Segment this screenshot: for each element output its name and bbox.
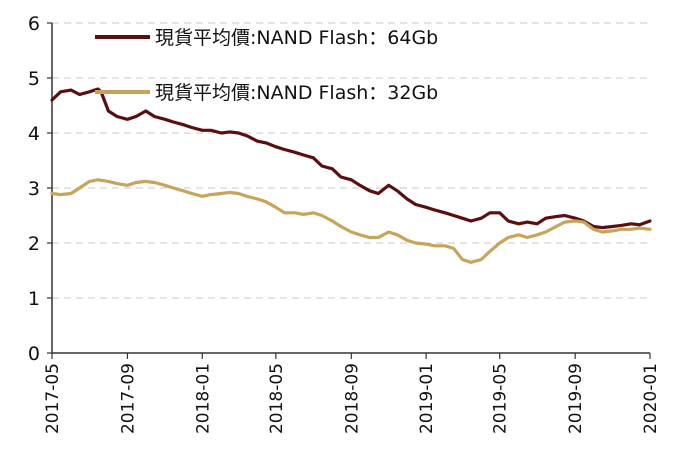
- x-tick-label-2019-01: 2019-01: [417, 363, 437, 434]
- x-tick-label-2019-09: 2019-09: [566, 363, 586, 434]
- x-tick-label-2018-09: 2018-09: [342, 363, 362, 434]
- legend: 現貨平均價:NAND Flash：64Gb 現貨平均價:NAND Flash：3…: [95, 27, 438, 104]
- y-tick-label-0: 0: [28, 343, 40, 365]
- x-tick-labels: 2017-05 2017-09 2018-01 2018-05 2018-09 2019-…: [43, 363, 661, 434]
- y-tick-label-3: 3: [28, 178, 40, 200]
- legend-label-32gb: 現貨平均價:NAND Flash：32Gb: [155, 82, 438, 104]
- gridlines: [52, 22, 650, 299]
- series-line-32gb: [50, 178, 652, 264]
- y-tick-label-4: 4: [28, 123, 40, 145]
- y-tick-label-6: 6: [28, 13, 40, 35]
- legend-label-64gb: 現貨平均價:NAND Flash：64Gb: [155, 27, 438, 49]
- series-line-64gb: [50, 87, 652, 230]
- axes: [47, 22, 651, 359]
- y-tick-label-2: 2: [28, 233, 40, 255]
- x-tick-label-2017-05: 2017-05: [43, 363, 63, 434]
- y-tick-labels: 0 1 2 3 4 5 6: [28, 13, 40, 365]
- x-tick-label-2018-05: 2018-05: [267, 363, 287, 434]
- x-tick-label-2017-09: 2017-09: [118, 363, 138, 434]
- x-tick-label-2019-05: 2019-05: [491, 363, 511, 434]
- x-tick-label-2018-01: 2018-01: [193, 363, 213, 434]
- x-tick-label-2020-01: 2020-01: [641, 363, 661, 434]
- y-tick-label-1: 1: [28, 288, 40, 310]
- y-tick-label-5: 5: [28, 68, 40, 90]
- series-lines: [50, 87, 652, 264]
